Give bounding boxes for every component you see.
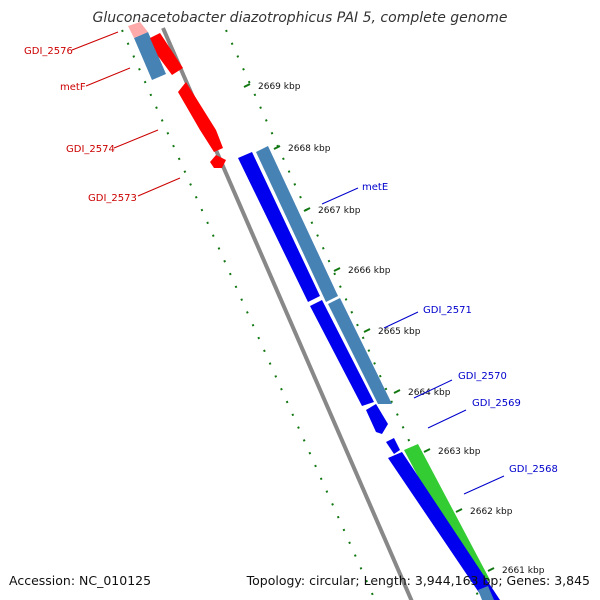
tick-mark — [423, 448, 431, 453]
gene-label-reverse: GDI_2574 — [66, 144, 115, 155]
gene-label-reverse: GDI_2576 — [24, 46, 73, 57]
tick-label: 2666 kbp — [348, 266, 391, 276]
accession-text: Accession: NC_010125 — [9, 573, 152, 588]
gene-metf — [150, 33, 183, 75]
gene-gdi-2574 — [178, 82, 223, 152]
tick-label: 2662 kbp — [470, 507, 513, 517]
gene-label-leader — [85, 67, 131, 87]
outer-ring-left — [121, 29, 376, 600]
gene-blue-3-tail — [478, 586, 494, 600]
gene-label-forward: GDI_2571 — [423, 305, 472, 316]
gene-label-leader — [321, 187, 359, 205]
gene-label-leader — [137, 177, 181, 197]
tick-label: 2663 kbp — [438, 447, 481, 457]
tick-mark — [303, 207, 311, 212]
tick-mark — [487, 567, 495, 572]
gene-gdi-2576 — [134, 32, 166, 80]
tick-mark — [333, 267, 341, 272]
gene-gdi-2571 — [328, 298, 392, 404]
tick-mark — [243, 83, 251, 88]
gene-mete — [256, 146, 338, 302]
gene-gdi-2570 — [366, 404, 388, 434]
topology-text: Topology: circular; Length: 3,944,163 bp… — [246, 573, 590, 588]
tick-label: 2669 kbp — [258, 82, 301, 92]
gene-label-reverse: metF — [60, 82, 86, 93]
gene-label-forward: GDI_2568 — [509, 464, 558, 475]
tick-label: 2668 kbp — [288, 144, 331, 154]
tick-mark — [363, 328, 371, 333]
gene-label-forward: GDI_2569 — [472, 398, 521, 409]
gene-label-leader — [383, 311, 419, 329]
gene-label-leader — [413, 379, 453, 399]
gene-label-group: GDI_2576 metF GDI_2574 GDI_2573 metE GDI_2571… — [24, 31, 558, 495]
tick-mark — [455, 508, 463, 513]
gene-label-leader — [463, 475, 505, 495]
tick-mark — [273, 145, 281, 150]
tick-label: 2665 kbp — [378, 327, 421, 337]
gene-label-forward: metE — [362, 182, 388, 193]
gene-gdi-2573 — [210, 155, 226, 168]
tick-mark — [393, 389, 401, 394]
map-title: Gluconacetobacter diazotrophicus PAI 5, … — [92, 10, 508, 26]
tick-label: 2664 kbp — [408, 388, 451, 398]
gene-label-reverse: GDI_2573 — [88, 193, 137, 204]
gene-blue-2 — [310, 300, 374, 406]
tick-label: 2667 kbp — [318, 206, 361, 216]
gene-gdi-2576-top — [128, 22, 148, 38]
gene-label-leader — [113, 129, 159, 149]
tick-label: 2661 kbp — [502, 566, 545, 576]
gene-gdi-2569 — [386, 438, 400, 454]
tick-group: 2669 kbp 2668 kbp 2667 kbp 2666 kbp 2665 kbp… — [243, 82, 545, 576]
gene-label-leader — [427, 409, 467, 429]
gene-label-forward: GDI_2570 — [458, 371, 507, 382]
gene-label-leader — [71, 31, 119, 51]
gene-gdi-2568 — [404, 444, 490, 586]
genome-strip — [121, 22, 500, 600]
gene-blue-1 — [238, 152, 320, 302]
gene-blue-3 — [388, 452, 500, 600]
